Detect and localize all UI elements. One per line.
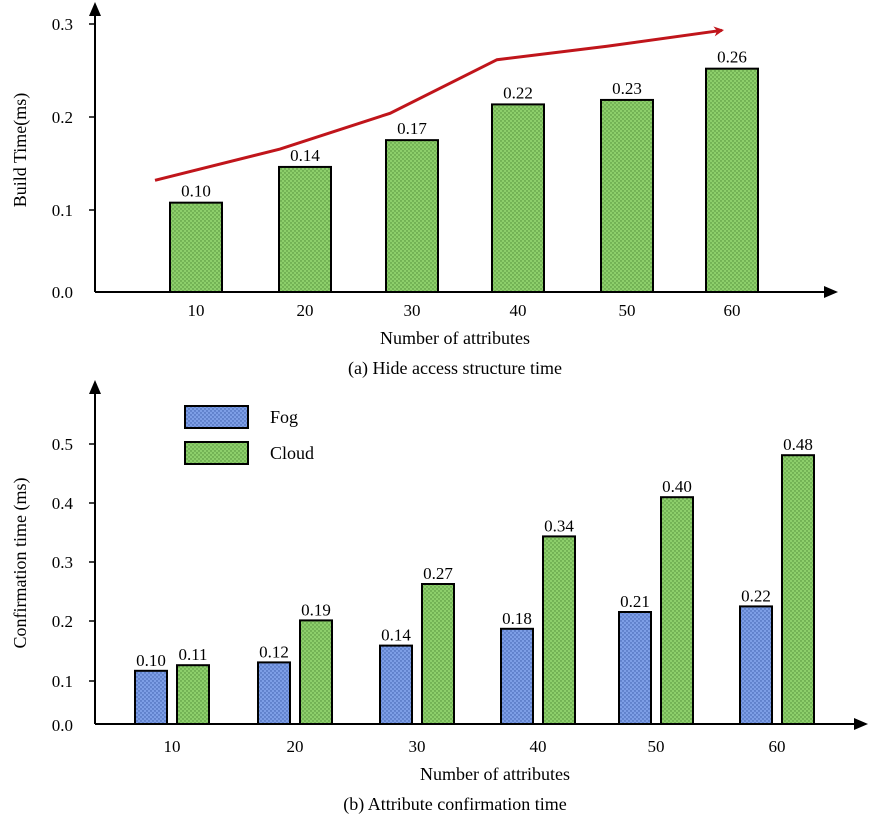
chart-b-bar-label-fog: 0.18: [502, 609, 532, 628]
chart-b-bar-cloud: [781, 454, 815, 725]
chart-b-bar-cloud: [542, 535, 576, 726]
chart-b-y-axis-arrow-icon: [89, 380, 101, 394]
chart-b-x-ticks: 10 20 30 40 50 60: [164, 737, 786, 756]
chart-b-bar-label-fog: 0.12: [259, 642, 289, 661]
chart-b-bar-label-cloud: 0.34: [544, 516, 574, 535]
chart-a-bar: [705, 67, 759, 293]
chart-a-bar: [600, 98, 654, 293]
chart-a-xtick: 60: [724, 301, 741, 320]
chart-a-ytick: 0.1: [52, 201, 73, 220]
chart-b-xtick: 10: [164, 737, 181, 756]
chart-b-xtick: 40: [530, 737, 547, 756]
chart-a-bar: [278, 165, 332, 293]
chart-b-xtick: 60: [769, 737, 786, 756]
chart-b-ytick: 0.1: [52, 672, 73, 691]
chart-b-bar-label-cloud: 0.48: [783, 435, 813, 454]
chart-b-bar-label-fog: 0.22: [741, 586, 771, 605]
chart-b-ytick: 0.3: [52, 553, 73, 572]
chart-a-xtick: 20: [297, 301, 314, 320]
chart-a-bar-label: 0.17: [397, 119, 427, 138]
chart-a-bars: [169, 67, 759, 294]
chart-b-axes: [89, 380, 868, 730]
legend-swatch-cloud: [184, 441, 249, 465]
chart-b-bar-cloud: [176, 664, 210, 726]
chart-a-bar-label: 0.26: [717, 48, 747, 67]
chart-b-bar-label-cloud: 0.27: [423, 564, 453, 583]
chart-a-caption: (a) Hide access structure time: [348, 358, 562, 379]
chart-b-bar-fog: [257, 661, 291, 726]
chart-b-bar-cloud: [421, 583, 455, 725]
chart-b-bar-fog: [379, 644, 413, 725]
chart-b-ytick: 0.4: [52, 494, 74, 513]
legend-swatch-fog: [184, 405, 249, 429]
chart-a-ytick: 0.3: [52, 15, 73, 34]
chart-b-bar-label-fog: 0.10: [136, 651, 166, 670]
chart-a-ytick: 0.0: [52, 283, 73, 302]
chart-b-bar-label-cloud: 0.11: [178, 645, 207, 664]
chart-b-bar-cloud: [660, 496, 694, 726]
chart-b-bar-fog: [134, 669, 168, 725]
chart-b-bars: [134, 454, 815, 726]
chart-b-caption: (b) Attribute confirmation time: [343, 794, 566, 815]
chart-b-legend: Fog Cloud: [184, 405, 314, 465]
chart-a-bar-label: 0.10: [181, 182, 211, 201]
legend-label-cloud: Cloud: [270, 443, 314, 463]
chart-a-x-axis-arrow-icon: [824, 286, 838, 298]
chart-a-bar-label: 0.14: [290, 146, 320, 165]
chart-a-data-labels: 0.10 0.14 0.17 0.22 0.23 0.26: [181, 48, 747, 201]
chart-b-bar-fog: [618, 611, 652, 725]
chart-a-xtick: 40: [510, 301, 527, 320]
chart-a-xtick: 50: [619, 301, 636, 320]
chart-b-y-ticks: 0.0 0.1 0.2 0.3 0.4 0.5: [52, 435, 74, 735]
chart-a-y-label: Build Time(ms): [10, 93, 31, 208]
chart-b: 0.0 0.1 0.2 0.3 0.4 0.5 10 20 30 40 50 6…: [10, 380, 868, 815]
chart-b-xtick: 50: [648, 737, 665, 756]
chart-b-ytick: 0.2: [52, 612, 73, 631]
chart-b-x-label: Number of attributes: [420, 764, 570, 784]
chart-b-bar-label-fog: 0.21: [620, 592, 650, 611]
chart-b-bar-fog: [739, 605, 773, 726]
chart-a-x-label: Number of attributes: [380, 328, 530, 348]
chart-b-bar-label-cloud: 0.40: [662, 477, 692, 496]
chart-a-xtick: 10: [188, 301, 205, 320]
chart-a-ytick: 0.2: [52, 108, 73, 127]
chart-b-ytick: 0.0: [52, 716, 73, 735]
chart-b-data-labels: 0.10 0.12 0.14 0.18 0.21 0.22 0.11 0.19 0.27 0.34…: [136, 435, 813, 670]
chart-a-trend-arrow: [154, 26, 724, 182]
chart-a-xtick: 30: [404, 301, 421, 320]
chart-a-bar: [491, 103, 545, 294]
chart-a-bar: [385, 139, 439, 293]
chart-a-bar-label: 0.23: [612, 79, 642, 98]
chart-a-y-axis-arrow-icon: [89, 2, 101, 16]
chart-a-x-ticks: 10 20 30 40 50 60: [188, 301, 741, 320]
chart-b-bar-label-cloud: 0.19: [301, 600, 331, 619]
chart-b-bar-label-fog: 0.14: [381, 626, 411, 645]
chart-b-xtick: 30: [409, 737, 426, 756]
chart-b-y-label: Confirmation time (ms): [10, 478, 31, 649]
chart-b-bar-fog: [500, 627, 534, 725]
chart-b-bar-cloud: [299, 619, 333, 726]
chart-b-xtick: 20: [287, 737, 304, 756]
legend-label-fog: Fog: [270, 407, 298, 427]
chart-b-ytick: 0.5: [52, 435, 73, 454]
chart-a-bar: [169, 201, 223, 294]
chart-a-bar-label: 0.22: [503, 83, 533, 102]
chart-a-y-ticks: 0.0 0.1 0.2 0.3: [52, 15, 73, 302]
chart-a: 0.0 0.1 0.2 0.3 10 20 30 40 50 60 0.100.…: [10, 2, 838, 379]
chart-b-x-axis-arrow-icon: [854, 718, 868, 730]
